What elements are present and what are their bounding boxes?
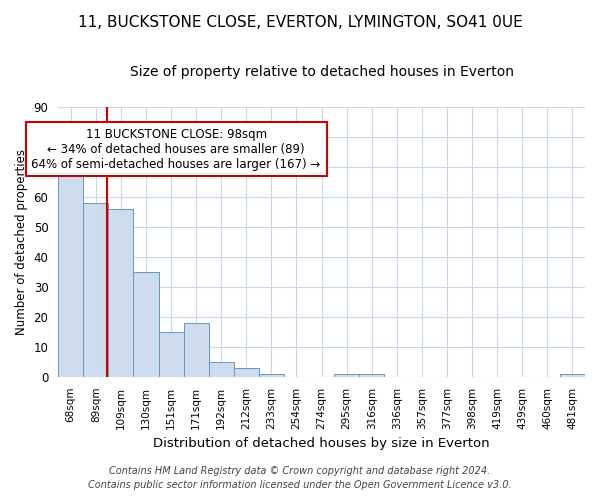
Text: 11, BUCKSTONE CLOSE, EVERTON, LYMINGTON, SO41 0UE: 11, BUCKSTONE CLOSE, EVERTON, LYMINGTON,…	[77, 15, 523, 30]
X-axis label: Distribution of detached houses by size in Everton: Distribution of detached houses by size …	[153, 437, 490, 450]
Bar	[158, 332, 184, 377]
Text: 11 BUCKSTONE CLOSE: 98sqm
← 34% of detached houses are smaller (89)
64% of semi-: 11 BUCKSTONE CLOSE: 98sqm ← 34% of detac…	[31, 128, 320, 170]
Bar	[359, 374, 384, 377]
Text: Contains HM Land Registry data © Crown copyright and database right 2024.
Contai: Contains HM Land Registry data © Crown c…	[88, 466, 512, 490]
Bar	[58, 170, 83, 377]
Bar	[334, 374, 359, 377]
Bar	[560, 374, 585, 377]
Bar	[234, 368, 259, 377]
Title: Size of property relative to detached houses in Everton: Size of property relative to detached ho…	[130, 65, 514, 79]
Bar	[209, 362, 234, 377]
Bar	[184, 323, 209, 377]
Bar	[259, 374, 284, 377]
Bar	[133, 272, 158, 377]
Bar	[109, 208, 133, 377]
Bar	[83, 202, 109, 377]
Y-axis label: Number of detached properties: Number of detached properties	[15, 148, 28, 334]
